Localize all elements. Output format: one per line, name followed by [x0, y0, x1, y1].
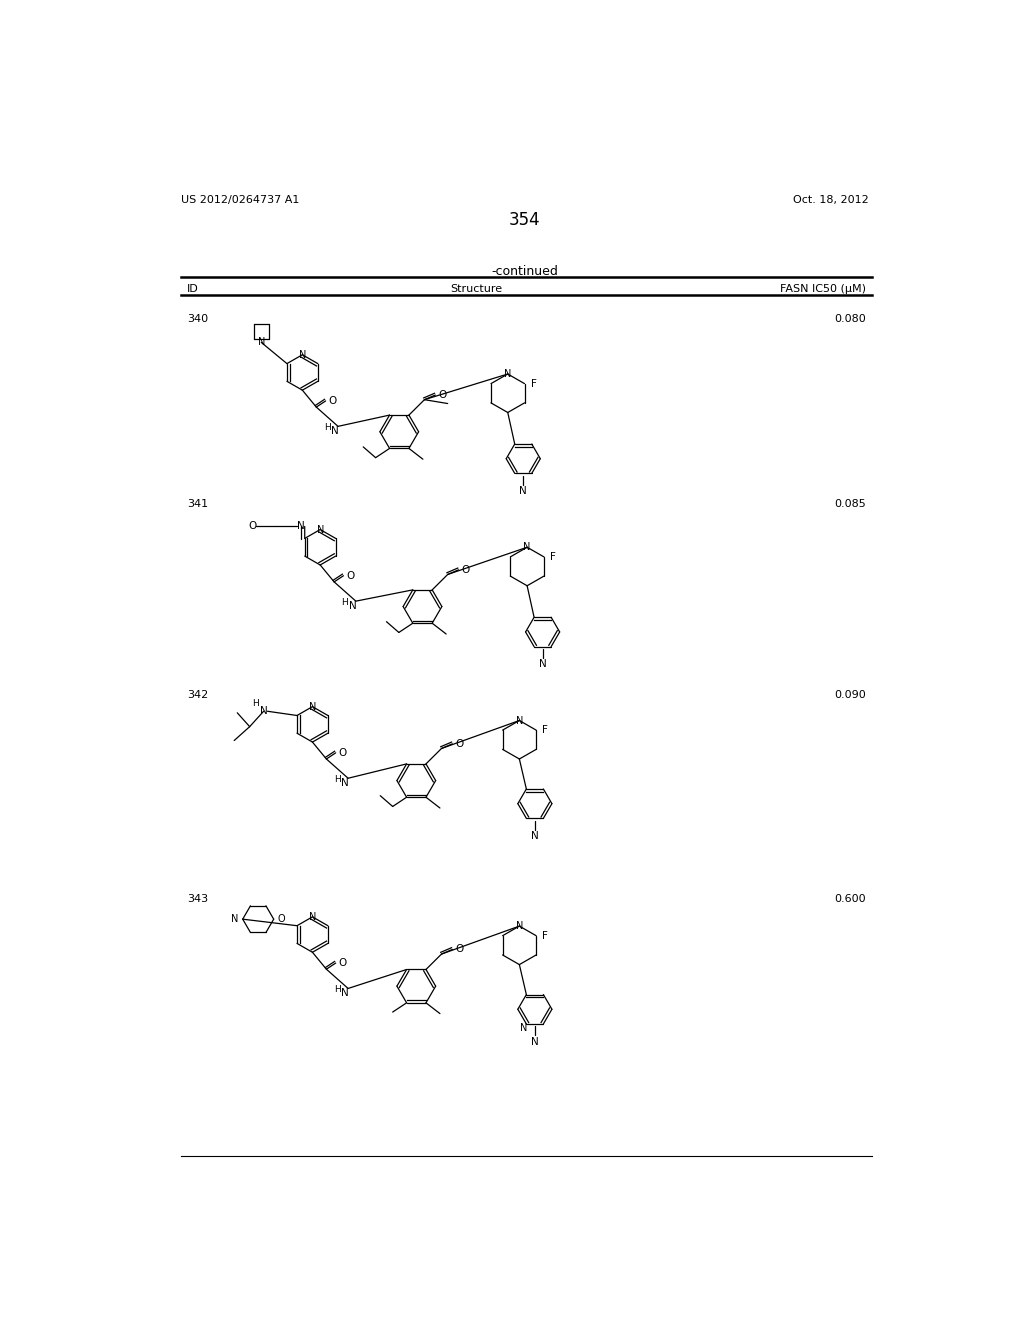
Text: N: N [299, 350, 306, 360]
Text: N: N [531, 1036, 539, 1047]
Text: O: O [438, 389, 446, 400]
Text: H: H [324, 424, 331, 433]
Text: 342: 342 [187, 689, 208, 700]
Text: N: N [504, 370, 511, 379]
Text: H: H [342, 598, 348, 607]
Text: O: O [462, 565, 470, 574]
Text: 0.085: 0.085 [835, 499, 866, 508]
Text: N: N [341, 989, 349, 998]
Text: O: O [339, 748, 347, 758]
Text: F: F [543, 725, 548, 735]
Text: Structure: Structure [451, 284, 503, 294]
Text: F: F [543, 931, 548, 941]
Text: H: H [334, 775, 341, 784]
Text: N: N [349, 601, 356, 611]
Text: O: O [346, 570, 354, 581]
Text: Oct. 18, 2012: Oct. 18, 2012 [794, 195, 869, 206]
Text: N: N [516, 921, 523, 931]
Text: FASN IC50 (μM): FASN IC50 (μM) [780, 284, 866, 294]
Text: N: N [297, 521, 305, 532]
Text: N: N [316, 524, 324, 535]
Text: N: N [519, 486, 527, 496]
Text: 340: 340 [187, 314, 208, 323]
Text: N: N [258, 338, 265, 347]
Text: N: N [309, 702, 316, 711]
Text: N: N [260, 706, 267, 717]
Text: 0.600: 0.600 [835, 894, 866, 904]
Text: US 2012/0264737 A1: US 2012/0264737 A1 [180, 195, 299, 206]
Text: O: O [456, 944, 464, 954]
Text: ID: ID [187, 284, 199, 294]
Text: N: N [516, 715, 523, 726]
Text: N: N [331, 426, 339, 436]
Text: F: F [550, 552, 556, 562]
Text: N: N [523, 543, 530, 552]
Text: 354: 354 [509, 211, 541, 228]
Text: O: O [248, 521, 256, 532]
Text: N: N [309, 912, 316, 921]
Text: N: N [341, 777, 349, 788]
Text: 0.090: 0.090 [835, 689, 866, 700]
Text: F: F [530, 379, 537, 388]
Text: 341: 341 [187, 499, 208, 508]
Text: H: H [253, 700, 259, 708]
Text: N: N [539, 659, 547, 669]
Text: H: H [334, 986, 341, 994]
Text: O: O [339, 958, 347, 968]
Text: O: O [329, 396, 337, 407]
Text: N: N [531, 832, 539, 841]
Text: O: O [278, 915, 286, 924]
Text: N: N [520, 1023, 527, 1032]
Text: N: N [231, 915, 239, 924]
Text: O: O [456, 739, 464, 748]
Text: 343: 343 [187, 894, 208, 904]
Text: -continued: -continued [492, 264, 558, 277]
Text: 0.080: 0.080 [835, 314, 866, 323]
